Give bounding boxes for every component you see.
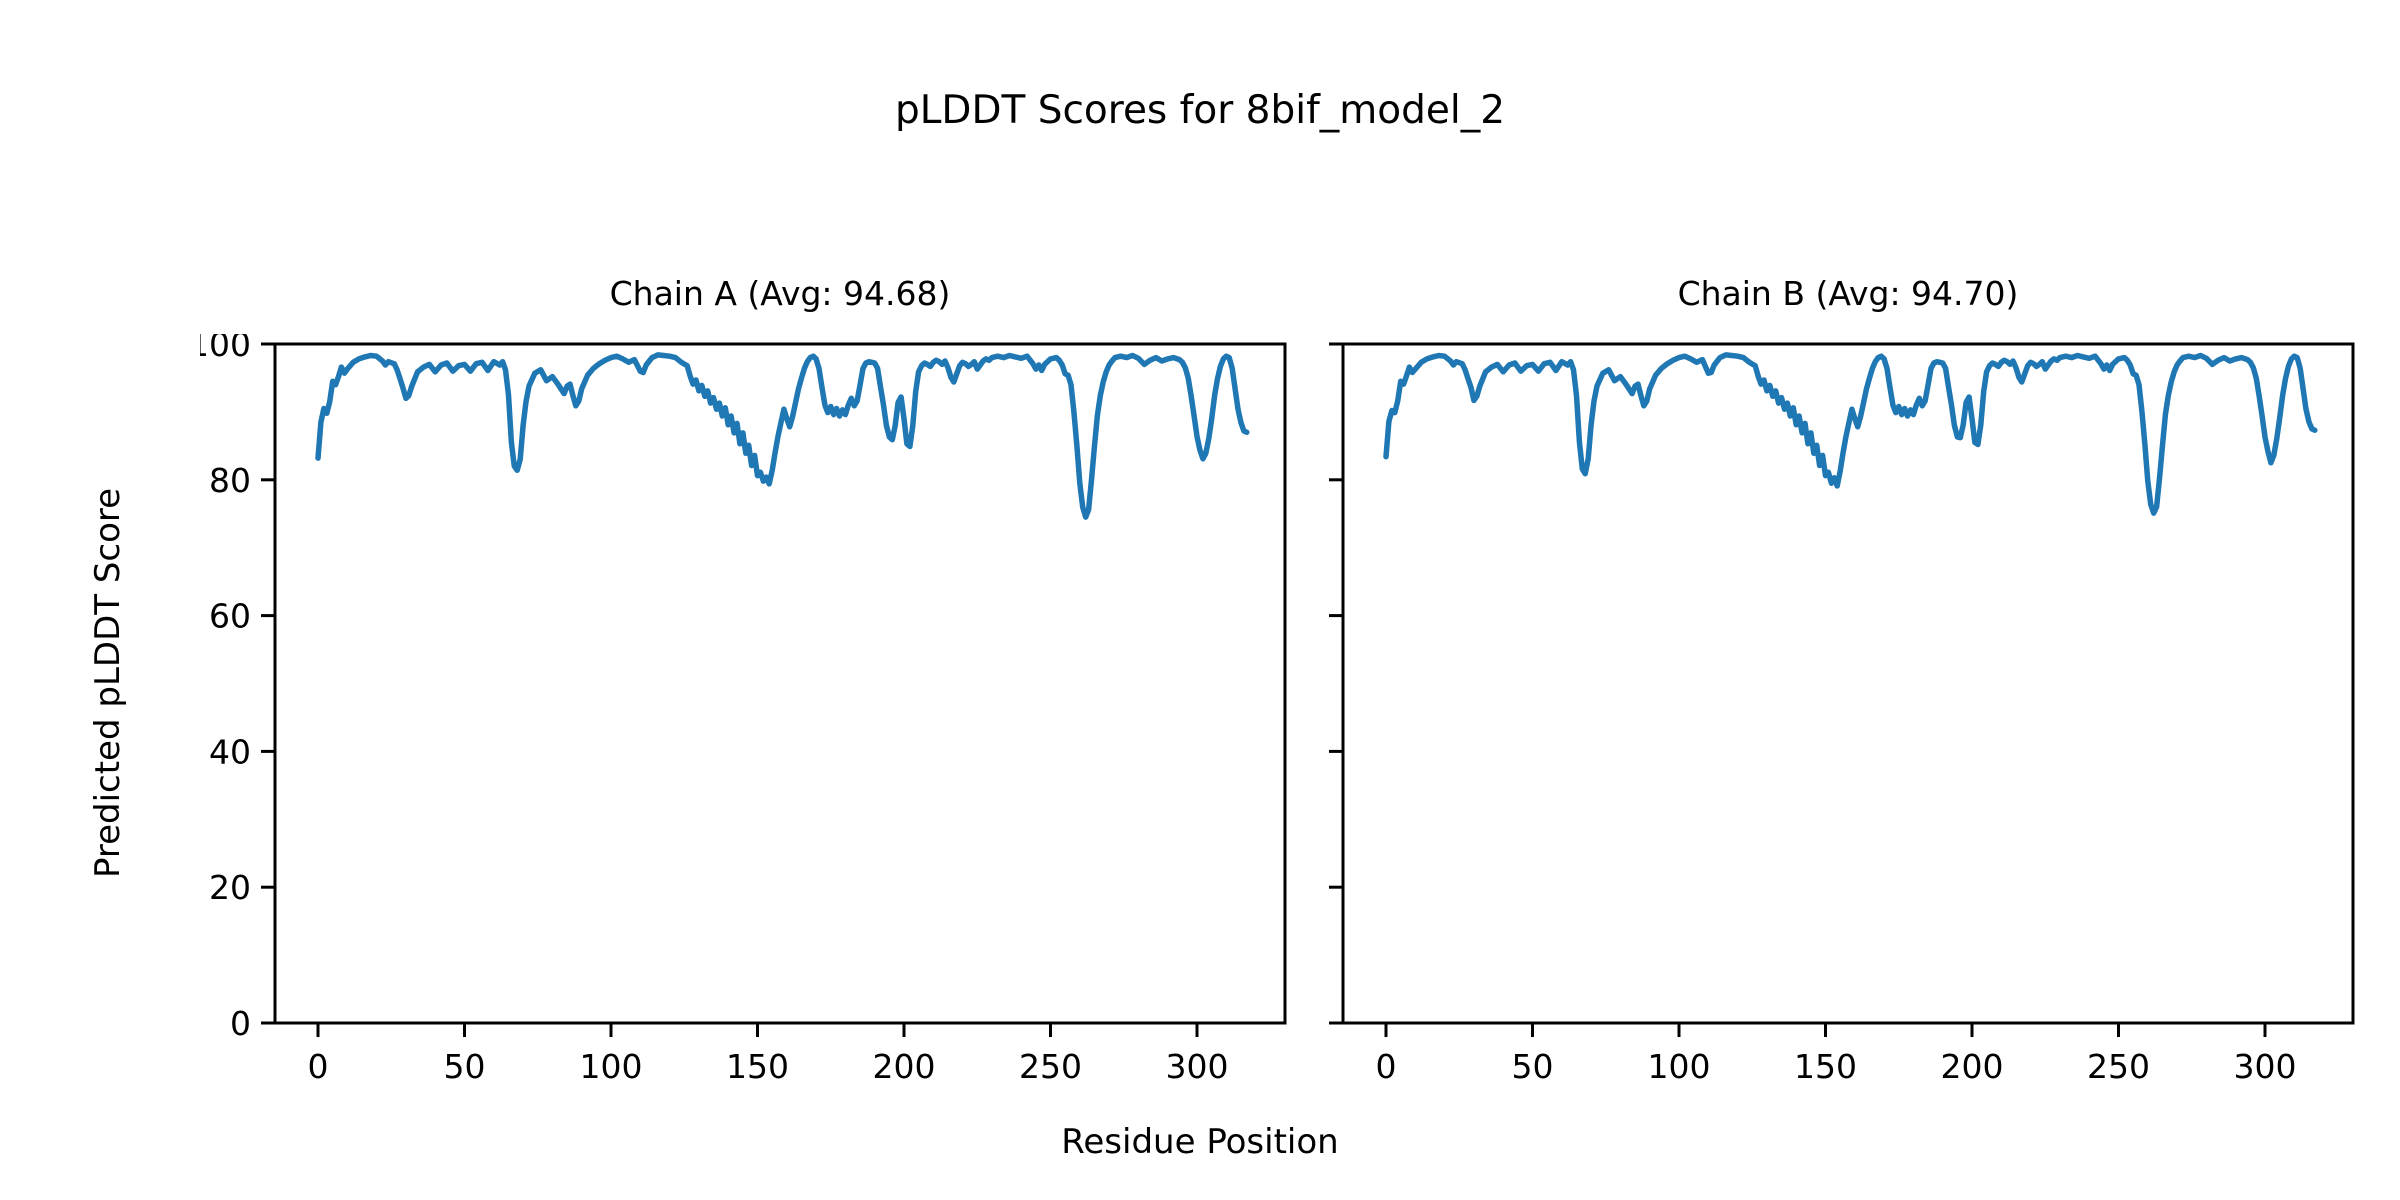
x-tick-label: 250 xyxy=(2087,1047,2150,1086)
x-tick-label: 0 xyxy=(308,1047,329,1086)
chain-a-plot: 0 50 100 150 200 250 300 0 20 40 60 80 100 xyxy=(200,334,1287,1086)
y-axis-label: Predicted pLDDT Score xyxy=(88,487,128,879)
x-tick-label: 150 xyxy=(1794,1047,1857,1086)
x-tick-label: 300 xyxy=(2234,1047,2297,1086)
axes-frame xyxy=(273,342,1287,1025)
x-tick-label: 100 xyxy=(580,1047,643,1086)
plddt-line xyxy=(315,352,1250,520)
y-tick-label: 0 xyxy=(230,1004,251,1043)
y-tick-label: 20 xyxy=(209,868,251,907)
x-tick-label: 200 xyxy=(873,1047,936,1086)
plddt-line xyxy=(1383,352,2318,516)
y-tick-label: 80 xyxy=(209,461,251,500)
x-tick-label: 200 xyxy=(1941,1047,2004,1086)
axes-frame xyxy=(1341,342,2355,1025)
y-tick-label: 40 xyxy=(209,732,251,771)
x-tick-label: 0 xyxy=(1376,1047,1397,1086)
x-tick-label: 300 xyxy=(1166,1047,1229,1086)
figure-title: pLDDT Scores for 8bif_model_2 xyxy=(894,88,1506,133)
x-tick-label: 250 xyxy=(1019,1047,1082,1086)
x-tick-label: 50 xyxy=(444,1047,486,1086)
x-tick-label: 150 xyxy=(726,1047,789,1086)
subplot-title-chain-a: Chain A (Avg: 94.68) xyxy=(609,274,951,313)
chain-b-plot: 0 50 100 150 200 250 300 xyxy=(1329,342,2355,1086)
x-tick-label: 50 xyxy=(1512,1047,1554,1086)
x-tick-label: 100 xyxy=(1648,1047,1711,1086)
subplot-title-chain-b: Chain B (Avg: 94.70) xyxy=(1677,274,2019,313)
y-tick-label: 60 xyxy=(209,597,251,636)
y-tick-label: 100 xyxy=(200,334,251,364)
x-axis-label: Residue Position xyxy=(1061,1122,1339,1162)
